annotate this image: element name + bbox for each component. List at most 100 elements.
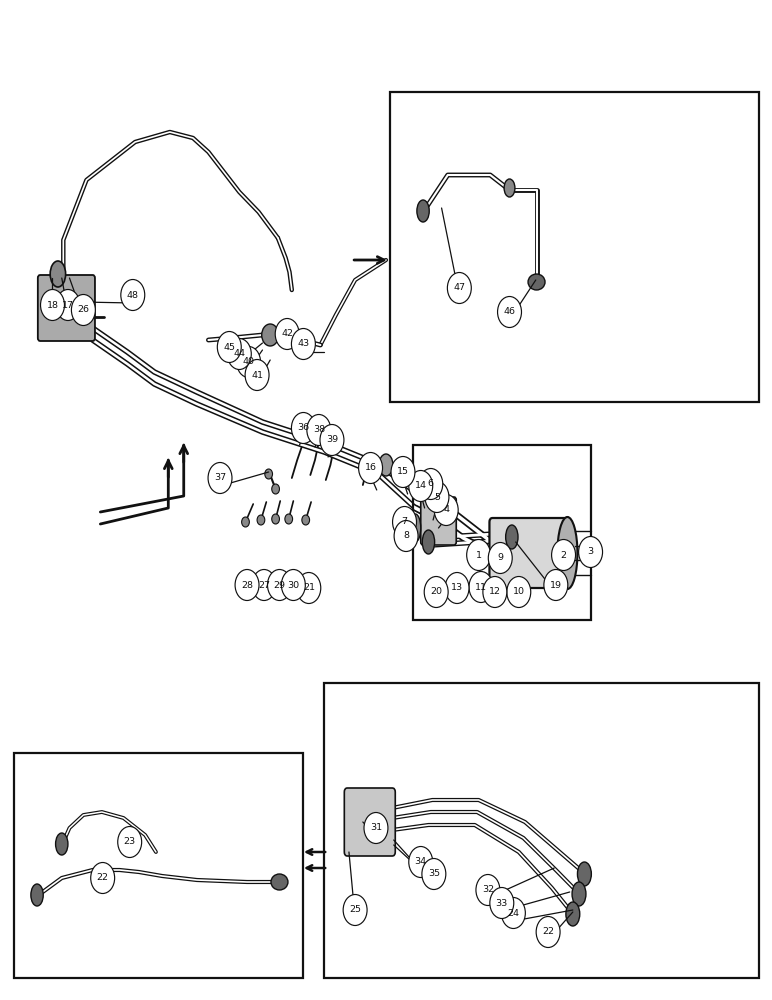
Circle shape — [425, 482, 449, 512]
Text: 26: 26 — [77, 306, 90, 314]
Text: 40: 40 — [242, 358, 255, 366]
Circle shape — [497, 296, 521, 328]
Text: 14: 14 — [415, 482, 427, 490]
Ellipse shape — [56, 833, 68, 855]
Bar — [390, 92, 759, 402]
Circle shape — [364, 812, 388, 844]
Text: 32: 32 — [482, 886, 494, 894]
Circle shape — [236, 347, 260, 377]
Text: 37: 37 — [214, 474, 226, 483]
Ellipse shape — [566, 902, 580, 926]
Bar — [413, 445, 591, 620]
Ellipse shape — [257, 515, 265, 525]
Ellipse shape — [577, 862, 591, 886]
Ellipse shape — [242, 517, 249, 527]
Circle shape — [391, 456, 415, 488]
Text: 31: 31 — [370, 824, 382, 832]
Ellipse shape — [285, 514, 293, 524]
Ellipse shape — [265, 469, 273, 479]
Circle shape — [91, 862, 114, 894]
Circle shape — [543, 570, 567, 600]
Circle shape — [358, 452, 382, 484]
Circle shape — [422, 858, 446, 890]
Circle shape — [235, 570, 259, 600]
Text: 2: 2 — [560, 550, 567, 560]
Text: 10: 10 — [513, 587, 525, 596]
Circle shape — [469, 572, 493, 602]
Circle shape — [245, 360, 269, 390]
Circle shape — [291, 328, 315, 360]
Text: 48: 48 — [127, 290, 139, 300]
Text: 35: 35 — [428, 869, 440, 879]
Text: 28: 28 — [241, 580, 253, 589]
Ellipse shape — [422, 530, 435, 554]
Circle shape — [447, 272, 471, 304]
Text: 33: 33 — [496, 898, 508, 908]
Text: 23: 23 — [124, 838, 136, 846]
Circle shape — [227, 338, 251, 369]
Text: 22: 22 — [96, 874, 109, 882]
Circle shape — [434, 494, 458, 526]
Ellipse shape — [410, 514, 421, 542]
Text: 20: 20 — [430, 587, 442, 596]
FancyBboxPatch shape — [344, 788, 395, 856]
Text: 13: 13 — [451, 584, 463, 592]
FancyBboxPatch shape — [38, 275, 95, 341]
Ellipse shape — [379, 454, 393, 476]
Text: 5: 5 — [434, 492, 440, 502]
Circle shape — [483, 576, 506, 607]
Circle shape — [424, 576, 448, 607]
Text: 41: 41 — [251, 370, 263, 379]
Circle shape — [267, 570, 291, 600]
Ellipse shape — [272, 484, 279, 494]
Text: 24: 24 — [507, 908, 520, 918]
Text: 1: 1 — [476, 550, 482, 560]
Text: 19: 19 — [550, 580, 562, 589]
Circle shape — [296, 572, 321, 603]
Circle shape — [343, 894, 367, 926]
Text: 25: 25 — [349, 906, 361, 914]
Text: 34: 34 — [415, 857, 427, 866]
Circle shape — [506, 576, 531, 607]
Text: 15: 15 — [397, 468, 409, 477]
Text: 27: 27 — [258, 580, 270, 589]
Ellipse shape — [302, 515, 310, 525]
Circle shape — [476, 874, 500, 906]
Text: 3: 3 — [587, 548, 594, 556]
Text: 7: 7 — [401, 518, 408, 526]
Text: 22: 22 — [542, 928, 554, 936]
Ellipse shape — [31, 884, 43, 906]
Text: 43: 43 — [297, 340, 310, 349]
Text: 36: 36 — [297, 424, 310, 432]
Circle shape — [408, 846, 432, 878]
Text: 6: 6 — [428, 480, 434, 488]
Text: 16: 16 — [364, 464, 377, 473]
Ellipse shape — [50, 261, 66, 287]
Circle shape — [41, 290, 64, 320]
Circle shape — [275, 318, 300, 350]
Circle shape — [445, 572, 469, 603]
Ellipse shape — [283, 328, 296, 346]
Text: 38: 38 — [313, 426, 325, 434]
Circle shape — [418, 468, 443, 499]
Circle shape — [252, 570, 276, 600]
Ellipse shape — [504, 179, 515, 197]
Text: 39: 39 — [326, 436, 338, 444]
FancyBboxPatch shape — [489, 518, 569, 588]
Text: 46: 46 — [503, 308, 516, 316]
Circle shape — [466, 540, 491, 570]
Text: 21: 21 — [303, 584, 315, 592]
Bar — [324, 683, 759, 978]
Text: 18: 18 — [46, 300, 59, 310]
Circle shape — [551, 540, 575, 570]
Circle shape — [118, 826, 142, 857]
FancyBboxPatch shape — [421, 497, 456, 545]
Text: 8: 8 — [403, 532, 409, 540]
Circle shape — [56, 290, 80, 320]
Circle shape — [120, 279, 144, 310]
Circle shape — [71, 294, 95, 326]
Circle shape — [488, 542, 512, 574]
Circle shape — [218, 332, 241, 362]
Circle shape — [394, 520, 418, 552]
Circle shape — [291, 412, 315, 444]
